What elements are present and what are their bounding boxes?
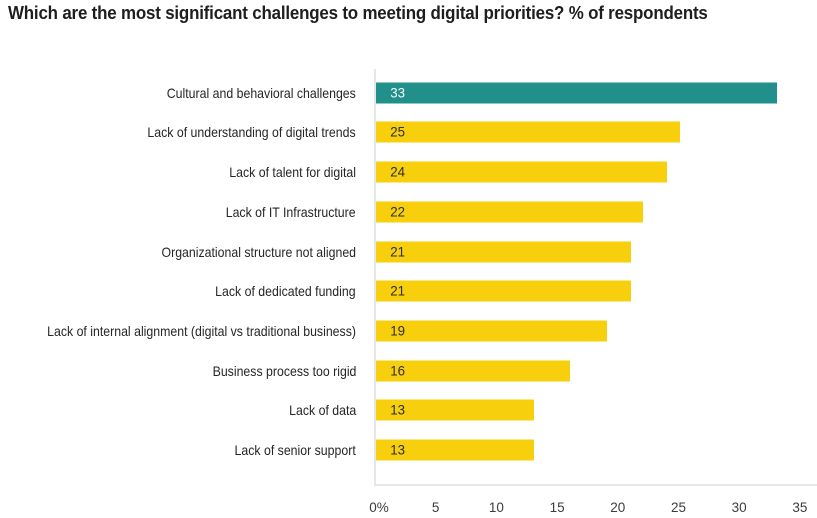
bar-row: Lack of data 13: [0, 390, 817, 430]
category-label: Lack of senior support: [234, 441, 356, 458]
x-tick-label: 35: [792, 500, 808, 515]
bar-value-label: 21: [390, 282, 406, 299]
bar: 25: [376, 121, 680, 143]
chart-title: Which are the most significant challenge…: [8, 3, 708, 23]
x-tick-label: 20: [610, 500, 626, 515]
bar: 22: [376, 201, 644, 223]
x-tick-label: 10: [488, 500, 504, 515]
bar-row: Business process too rigid 16: [0, 351, 817, 391]
bar-row: Lack of internal alignment (digital vs t…: [0, 311, 817, 351]
bar-value-label: 19: [390, 322, 406, 339]
category-label: Business process too rigid: [212, 362, 356, 379]
bar: 13: [376, 439, 534, 461]
bar-value-label: 16: [390, 362, 406, 379]
bar-row: Lack of talent for digital 24: [0, 152, 817, 192]
category-label: Lack of understanding of digital trends: [147, 124, 356, 141]
category-label: Lack of dedicated funding: [215, 283, 356, 300]
x-tick-label: 0%: [369, 500, 389, 515]
bar: 16: [376, 360, 571, 382]
bar: 21: [376, 280, 631, 302]
bar-value-label: 22: [390, 203, 406, 220]
bar-row: Cultural and behavioral challenges 33: [0, 73, 817, 113]
bar-value-label: 33: [390, 84, 406, 101]
bar-value-label: 13: [390, 441, 406, 458]
bar: 13: [376, 399, 534, 421]
x-axis-line: [374, 484, 817, 486]
bar-row: Lack of understanding of digital trends 2…: [0, 113, 817, 153]
bar-row: Lack of dedicated funding 21: [0, 271, 817, 311]
x-tick-label: 15: [549, 500, 565, 515]
y-axis-line: [374, 69, 376, 485]
category-label: Cultural and behavioral challenges: [166, 84, 356, 101]
bar-row: Organizational structure not aligned 21: [0, 232, 817, 272]
x-tick-label: 30: [731, 500, 747, 515]
bar-value-label: 21: [390, 243, 406, 259]
bar: 24: [376, 161, 668, 183]
bar: 21: [376, 241, 631, 262]
category-label: Lack of IT Infrastructure: [226, 203, 356, 220]
bar-row: Lack of senior support 13: [0, 430, 817, 470]
category-label: Lack of talent for digital: [229, 164, 356, 181]
category-label: Lack of data: [288, 402, 356, 419]
bar: 19: [376, 320, 607, 342]
bar: 33: [376, 82, 777, 104]
bar-value-label: 25: [390, 123, 406, 140]
x-tick-label: 5: [431, 500, 440, 515]
x-tick-label: 25: [670, 500, 687, 515]
category-label: Lack of internal alignment (digital vs t…: [47, 322, 356, 339]
bar-value-label: 24: [390, 163, 406, 180]
bar-value-label: 13: [390, 401, 406, 418]
bar-row: Lack of IT Infrastructure 22: [0, 192, 817, 232]
category-label: Organizational structure not aligned: [161, 243, 356, 260]
